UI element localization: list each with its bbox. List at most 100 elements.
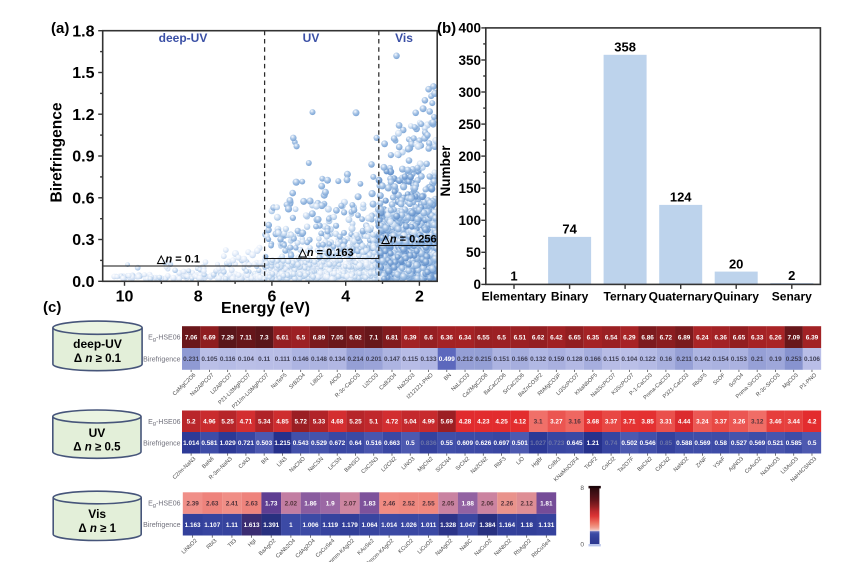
svg-text:3.16: 3.16	[568, 418, 581, 425]
svg-text:1.014: 1.014	[381, 522, 397, 529]
svg-text:1.163: 1.163	[185, 522, 201, 529]
svg-text:8: 8	[194, 289, 203, 306]
svg-text:2.46: 2.46	[383, 500, 396, 507]
svg-text:0.104: 0.104	[621, 356, 637, 363]
svg-text:0.146: 0.146	[293, 356, 309, 363]
svg-text:0.521: 0.521	[767, 440, 783, 447]
svg-text:0.546: 0.546	[640, 440, 656, 447]
svg-text:400: 400	[458, 21, 481, 36]
svg-text:0.626: 0.626	[475, 440, 491, 447]
svg-text:1.18: 1.18	[520, 522, 533, 529]
svg-text:1.026: 1.026	[401, 522, 417, 529]
svg-text:Elementary: Elementary	[482, 290, 547, 304]
svg-text:4.85: 4.85	[276, 418, 289, 425]
svg-text:6.33: 6.33	[751, 334, 764, 341]
svg-text:0.11: 0.11	[258, 356, 271, 363]
svg-text:0.527: 0.527	[731, 440, 747, 447]
svg-text:3.37: 3.37	[714, 418, 727, 425]
svg-text:0.645: 0.645	[567, 440, 583, 447]
svg-text:5.69: 5.69	[441, 418, 454, 425]
svg-text:1.164: 1.164	[499, 522, 515, 529]
svg-text:0.9: 0.9	[72, 149, 94, 166]
svg-text:△n = 0.256: △n = 0.256	[380, 233, 436, 245]
svg-text:1.328: 1.328	[440, 522, 456, 529]
svg-text:5.72: 5.72	[294, 418, 307, 425]
svg-text:0: 0	[580, 542, 584, 549]
svg-text:1.029: 1.029	[220, 440, 236, 447]
svg-text:6: 6	[267, 289, 276, 306]
svg-text:0.64: 0.64	[349, 440, 362, 447]
svg-text:Vis: Vis	[88, 507, 106, 521]
svg-text:2: 2	[788, 268, 795, 283]
svg-text:250: 250	[458, 117, 481, 132]
svg-text:4.2: 4.2	[808, 418, 817, 425]
svg-text:1.011: 1.011	[421, 522, 437, 529]
svg-text:358: 358	[614, 40, 636, 55]
svg-text:5.34: 5.34	[258, 418, 271, 425]
svg-text:1.9: 1.9	[326, 500, 335, 507]
svg-text:6.86: 6.86	[641, 334, 654, 341]
svg-text:0.231: 0.231	[183, 356, 199, 363]
svg-text:0.697: 0.697	[494, 440, 510, 447]
svg-text:1.81: 1.81	[540, 500, 553, 507]
svg-text:2.63: 2.63	[245, 500, 258, 507]
svg-text:4.72: 4.72	[386, 418, 399, 425]
svg-text:5.25: 5.25	[349, 418, 362, 425]
svg-text:0.19: 0.19	[769, 356, 782, 363]
svg-text:3.44: 3.44	[787, 418, 800, 425]
svg-text:6.35: 6.35	[587, 334, 600, 341]
svg-text:LiO: LiO	[515, 456, 526, 467]
svg-text:1.11: 1.11	[226, 522, 239, 529]
svg-text:HgI: HgI	[247, 538, 258, 549]
svg-text:0.111: 0.111	[275, 356, 291, 363]
svg-text:△n = 0.1: △n = 0.1	[156, 253, 200, 265]
svg-text:0.142: 0.142	[694, 356, 710, 363]
svg-text:4.71: 4.71	[240, 418, 253, 425]
svg-text:1.2: 1.2	[72, 107, 94, 124]
svg-text:UV: UV	[303, 31, 320, 45]
svg-text:Eg-HSE06: Eg-HSE06	[148, 335, 181, 343]
svg-text:6.5: 6.5	[497, 334, 506, 341]
svg-text:0.836: 0.836	[421, 440, 437, 447]
svg-text:0.211: 0.211	[676, 356, 692, 363]
svg-text:6.29: 6.29	[623, 334, 636, 341]
svg-text:Birefrigence: Birefrigence	[143, 522, 180, 529]
svg-text:1.027: 1.027	[530, 440, 546, 447]
svg-text:3.68: 3.68	[587, 418, 600, 425]
svg-text:6.61: 6.61	[276, 334, 289, 341]
svg-text:Eg-HSE06: Eg-HSE06	[148, 501, 181, 509]
svg-text:7.29: 7.29	[221, 334, 234, 341]
svg-text:1.5: 1.5	[72, 65, 94, 82]
svg-text:Δ n ≥ 0.1: Δ n ≥ 0.1	[74, 353, 122, 365]
svg-text:1.86: 1.86	[304, 500, 317, 507]
svg-text:0.543: 0.543	[293, 440, 309, 447]
svg-text:7.06: 7.06	[185, 334, 198, 341]
svg-text:0.74: 0.74	[605, 440, 618, 447]
svg-text:0.585: 0.585	[786, 440, 802, 447]
svg-text:7.1: 7.1	[369, 334, 378, 341]
svg-text:0.133: 0.133	[421, 356, 437, 363]
svg-text:4.28: 4.28	[459, 418, 472, 425]
svg-text:0.581: 0.581	[201, 440, 217, 447]
svg-text:4: 4	[341, 289, 350, 306]
svg-text:0.253: 0.253	[786, 356, 802, 363]
svg-text:2.63: 2.63	[206, 500, 219, 507]
svg-text:0.214: 0.214	[347, 356, 363, 363]
svg-text:6.89: 6.89	[678, 334, 691, 341]
svg-text:0.3: 0.3	[72, 232, 94, 249]
svg-text:1.014: 1.014	[183, 440, 199, 447]
svg-text:3.46: 3.46	[769, 418, 782, 425]
svg-text:3.12: 3.12	[751, 418, 764, 425]
svg-text:1.21: 1.21	[587, 440, 600, 447]
svg-text:0.148: 0.148	[311, 356, 327, 363]
svg-text:1.83: 1.83	[363, 500, 376, 507]
svg-text:Birefrigence: Birefrigence	[143, 356, 180, 363]
svg-text:1.8: 1.8	[72, 23, 94, 40]
svg-text:3.85: 3.85	[641, 418, 654, 425]
svg-text:3.31: 3.31	[660, 418, 673, 425]
svg-text:6.51: 6.51	[514, 334, 527, 341]
svg-text:1: 1	[510, 269, 517, 284]
svg-text:6.54: 6.54	[605, 334, 618, 341]
svg-text:0.105: 0.105	[201, 356, 217, 363]
svg-text:4.44: 4.44	[678, 418, 691, 425]
